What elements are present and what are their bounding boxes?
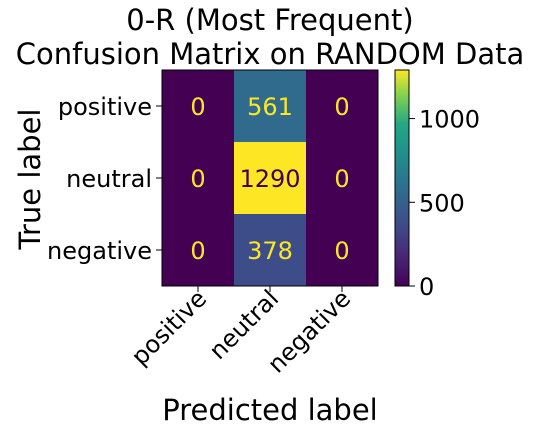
matrix-cell-label: 1290 (239, 165, 300, 193)
colorbar-tick-label: 0 (419, 273, 434, 301)
chart-title-line-1: 0-R (Most Frequent) (126, 3, 413, 37)
colorbar-tick-label: 500 (419, 189, 465, 217)
matrix-cell (306, 70, 378, 142)
matrix-cell-label: 0 (334, 165, 349, 193)
matrix-cell-label: 0 (334, 93, 349, 121)
y-tick-label: positive (58, 93, 152, 121)
chart-title-line-2: Confusion Matrix on RANDOM Data (16, 37, 524, 71)
y-axis-ticks: positive neutral negative (47, 93, 162, 265)
x-axis-label: Predicted label (162, 393, 378, 427)
matrix-cell (162, 142, 234, 214)
matrix-cell-label: 561 (247, 93, 293, 121)
matrix-cell-label: 378 (247, 237, 293, 265)
x-tick-label: positive (126, 284, 212, 370)
matrix-cell (234, 214, 306, 286)
y-axis-label: True label (13, 109, 47, 251)
colorbar-tick-label: 1000 (419, 106, 480, 134)
matrix-cell-label: 0 (190, 93, 205, 121)
matrix-cell-label: 0 (190, 237, 205, 265)
matrix-cell-labels: 0 561 0 0 1290 0 0 378 0 (190, 93, 349, 265)
y-tick-label: negative (47, 237, 152, 265)
matrix-cells (161, 69, 379, 287)
matrix-cell (234, 142, 306, 214)
matrix-cell (162, 70, 234, 142)
matrix-cell (162, 214, 234, 286)
y-tick-label: neutral (66, 165, 152, 193)
matrix-cell (234, 70, 306, 142)
matrix-cell (306, 142, 378, 214)
matrix-cell-label: 0 (334, 237, 349, 265)
matrix-cell (306, 214, 378, 286)
colorbar: 0 500 1000 (394, 69, 480, 301)
matrix-cell-label: 0 (190, 165, 205, 193)
colorbar-gradient (394, 69, 410, 287)
